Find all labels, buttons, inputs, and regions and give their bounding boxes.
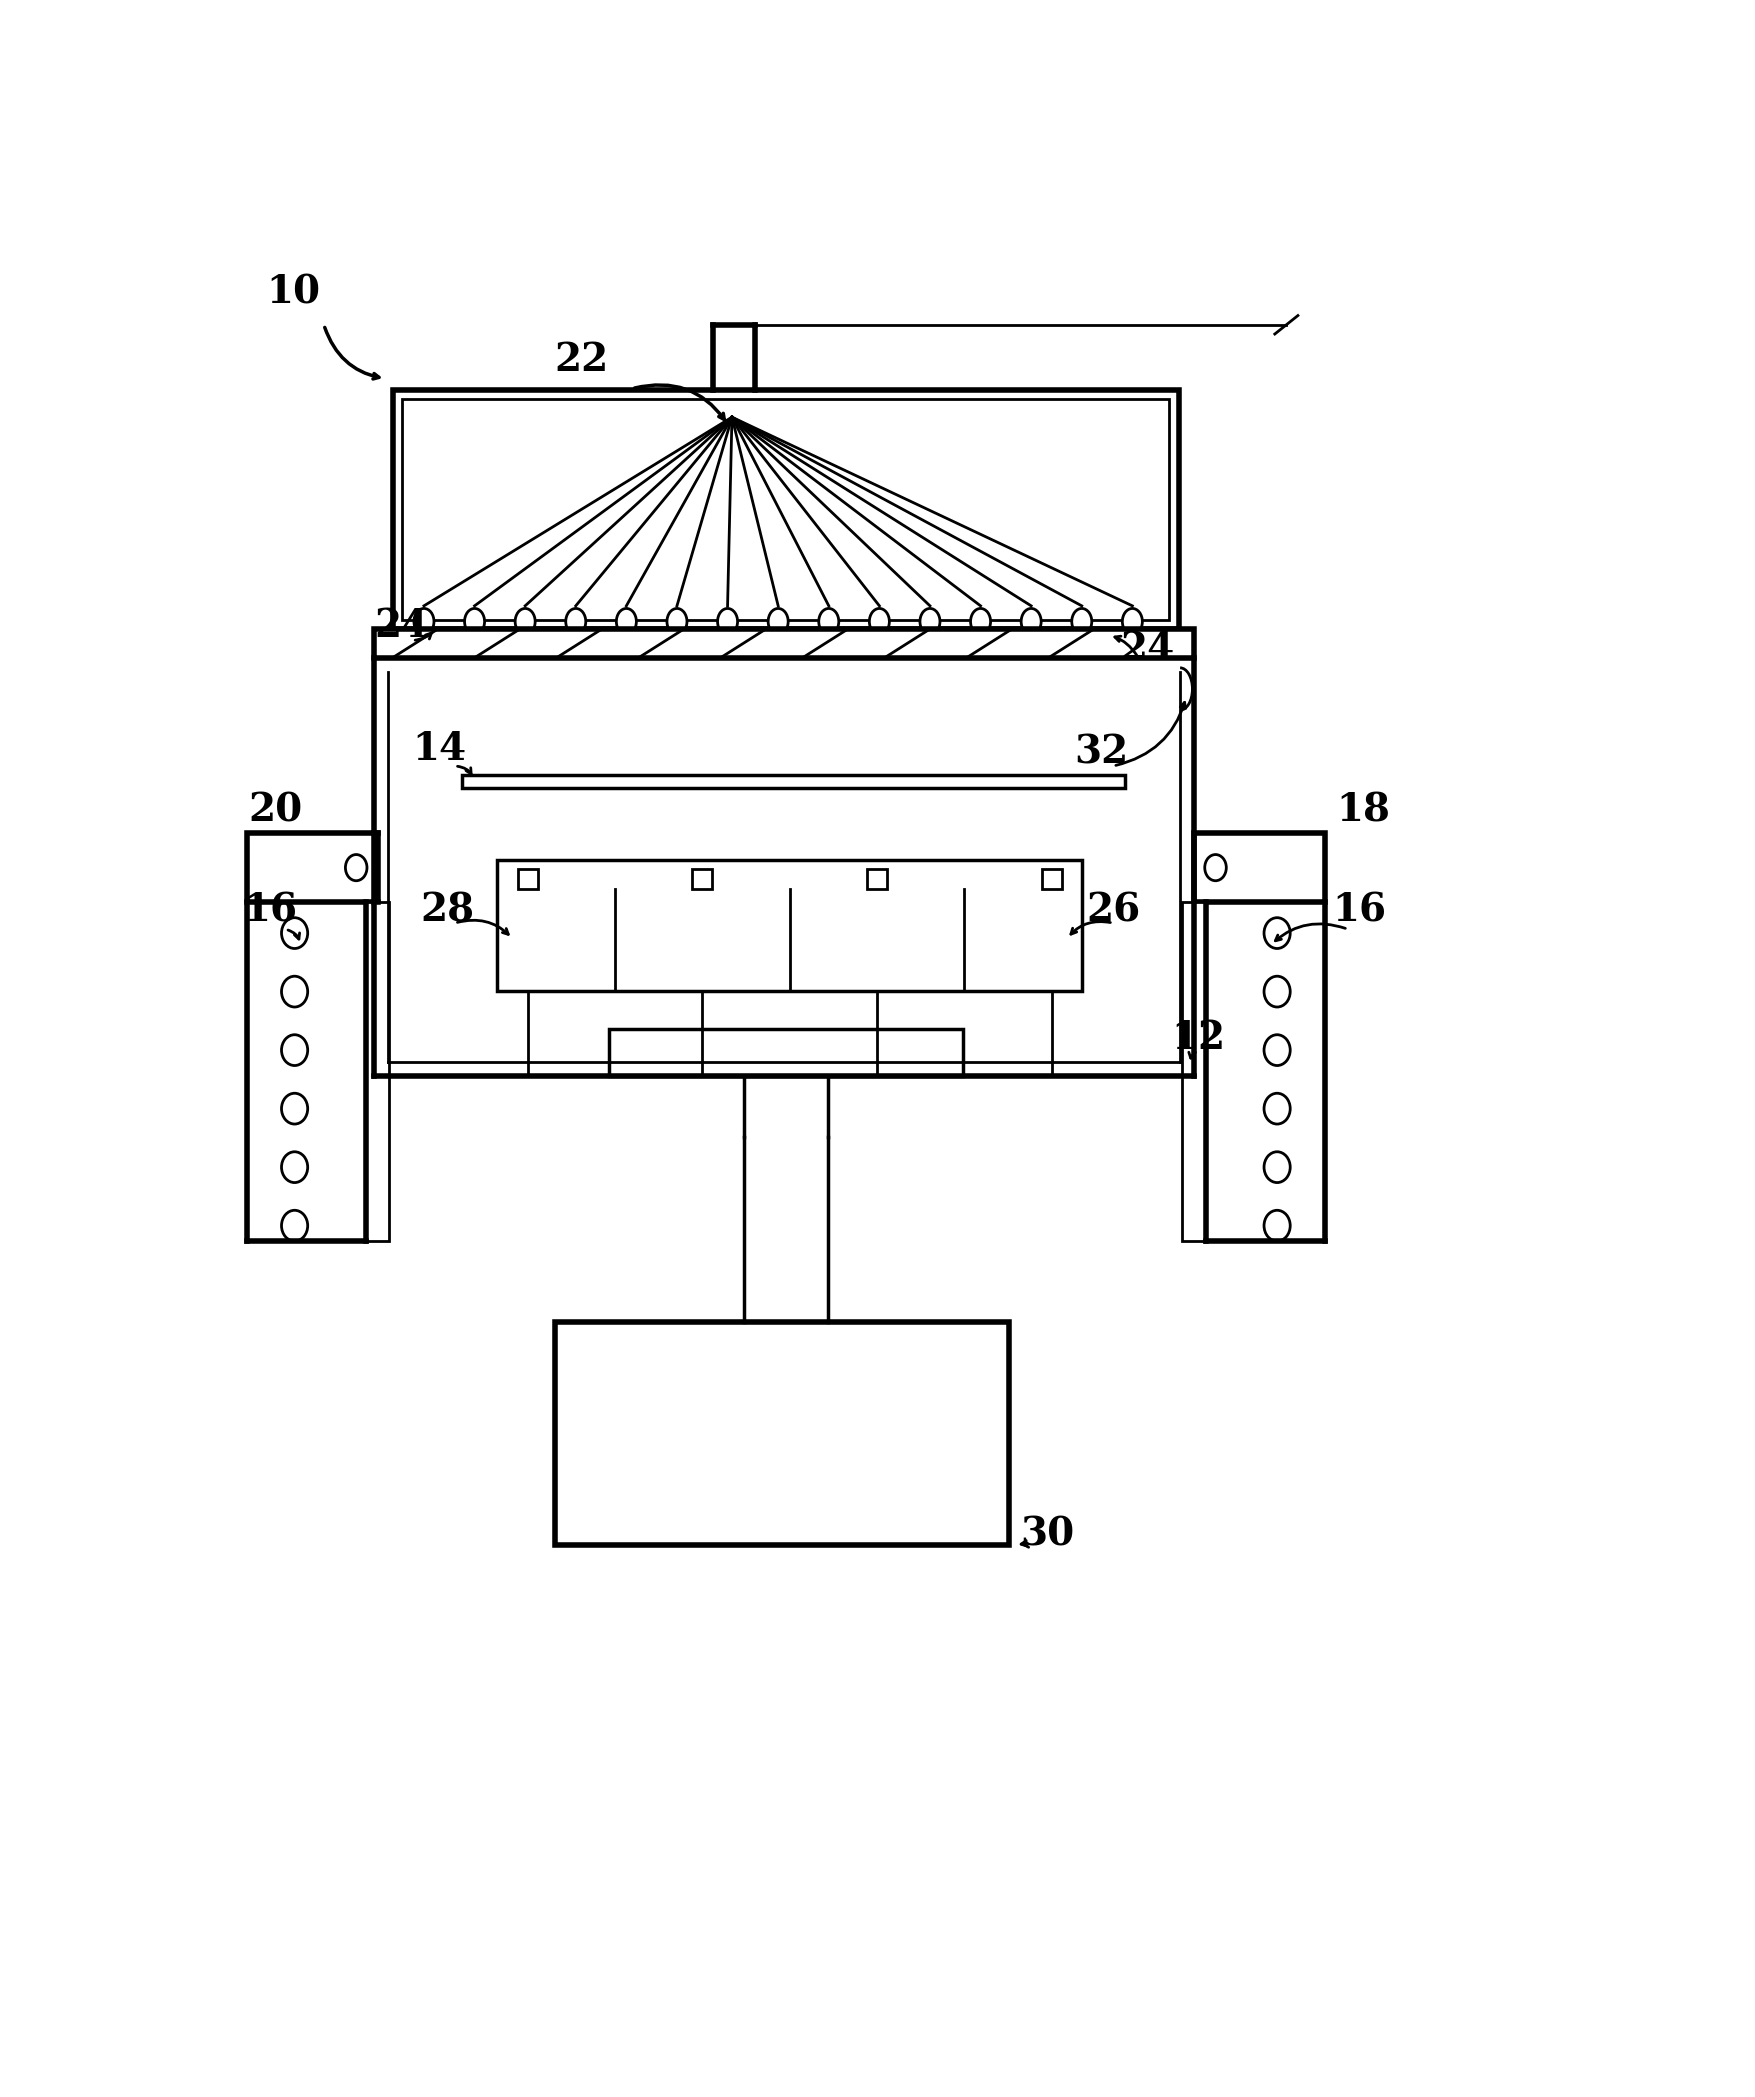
Bar	[393, 390, 1179, 629]
Ellipse shape	[565, 608, 586, 635]
Text: 26: 26	[1086, 891, 1141, 929]
Bar	[402, 401, 1169, 621]
Ellipse shape	[718, 608, 737, 635]
Ellipse shape	[346, 856, 367, 881]
Bar	[1193, 833, 1325, 902]
Text: 18: 18	[1336, 791, 1390, 830]
Ellipse shape	[920, 608, 941, 635]
Ellipse shape	[516, 608, 535, 635]
Ellipse shape	[1264, 918, 1290, 948]
Ellipse shape	[281, 918, 307, 948]
Bar	[693, 868, 713, 889]
Bar	[367, 902, 390, 1241]
Bar	[555, 1321, 1009, 1545]
Ellipse shape	[869, 608, 890, 635]
Bar	[867, 868, 886, 889]
Bar	[374, 629, 1193, 658]
Ellipse shape	[281, 1151, 307, 1183]
Text: 16: 16	[242, 891, 297, 929]
Text: 14: 14	[412, 730, 467, 768]
Ellipse shape	[281, 977, 307, 1007]
Ellipse shape	[465, 608, 484, 635]
Bar	[247, 833, 377, 902]
Ellipse shape	[616, 608, 637, 635]
Ellipse shape	[1264, 1034, 1290, 1065]
Text: 22: 22	[555, 342, 609, 380]
Ellipse shape	[281, 1210, 307, 1241]
Ellipse shape	[281, 1093, 307, 1124]
Ellipse shape	[1123, 608, 1143, 635]
Text: 30: 30	[1021, 1516, 1076, 1554]
Ellipse shape	[281, 1034, 307, 1065]
Ellipse shape	[769, 608, 788, 635]
Text: 16: 16	[1332, 891, 1386, 929]
Ellipse shape	[1264, 1210, 1290, 1241]
Bar	[609, 1030, 963, 1076]
Bar	[497, 860, 1083, 992]
Ellipse shape	[1264, 1151, 1290, 1183]
Ellipse shape	[971, 608, 990, 635]
Ellipse shape	[414, 608, 433, 635]
Text: 24: 24	[374, 606, 428, 644]
Bar	[463, 776, 1125, 788]
Text: 20: 20	[249, 791, 302, 830]
Text: 24: 24	[1121, 629, 1176, 667]
Bar	[1183, 902, 1206, 1241]
Ellipse shape	[1264, 1093, 1290, 1124]
Text: 32: 32	[1074, 734, 1128, 772]
Text: 12: 12	[1171, 1019, 1225, 1057]
Ellipse shape	[1021, 608, 1041, 635]
Ellipse shape	[1072, 608, 1092, 635]
Text: 28: 28	[419, 891, 474, 929]
Text: 10: 10	[267, 275, 319, 312]
Ellipse shape	[820, 608, 839, 635]
Bar	[518, 868, 539, 889]
Ellipse shape	[1204, 856, 1227, 881]
Ellipse shape	[1264, 977, 1290, 1007]
Bar	[1041, 868, 1062, 889]
Ellipse shape	[667, 608, 686, 635]
